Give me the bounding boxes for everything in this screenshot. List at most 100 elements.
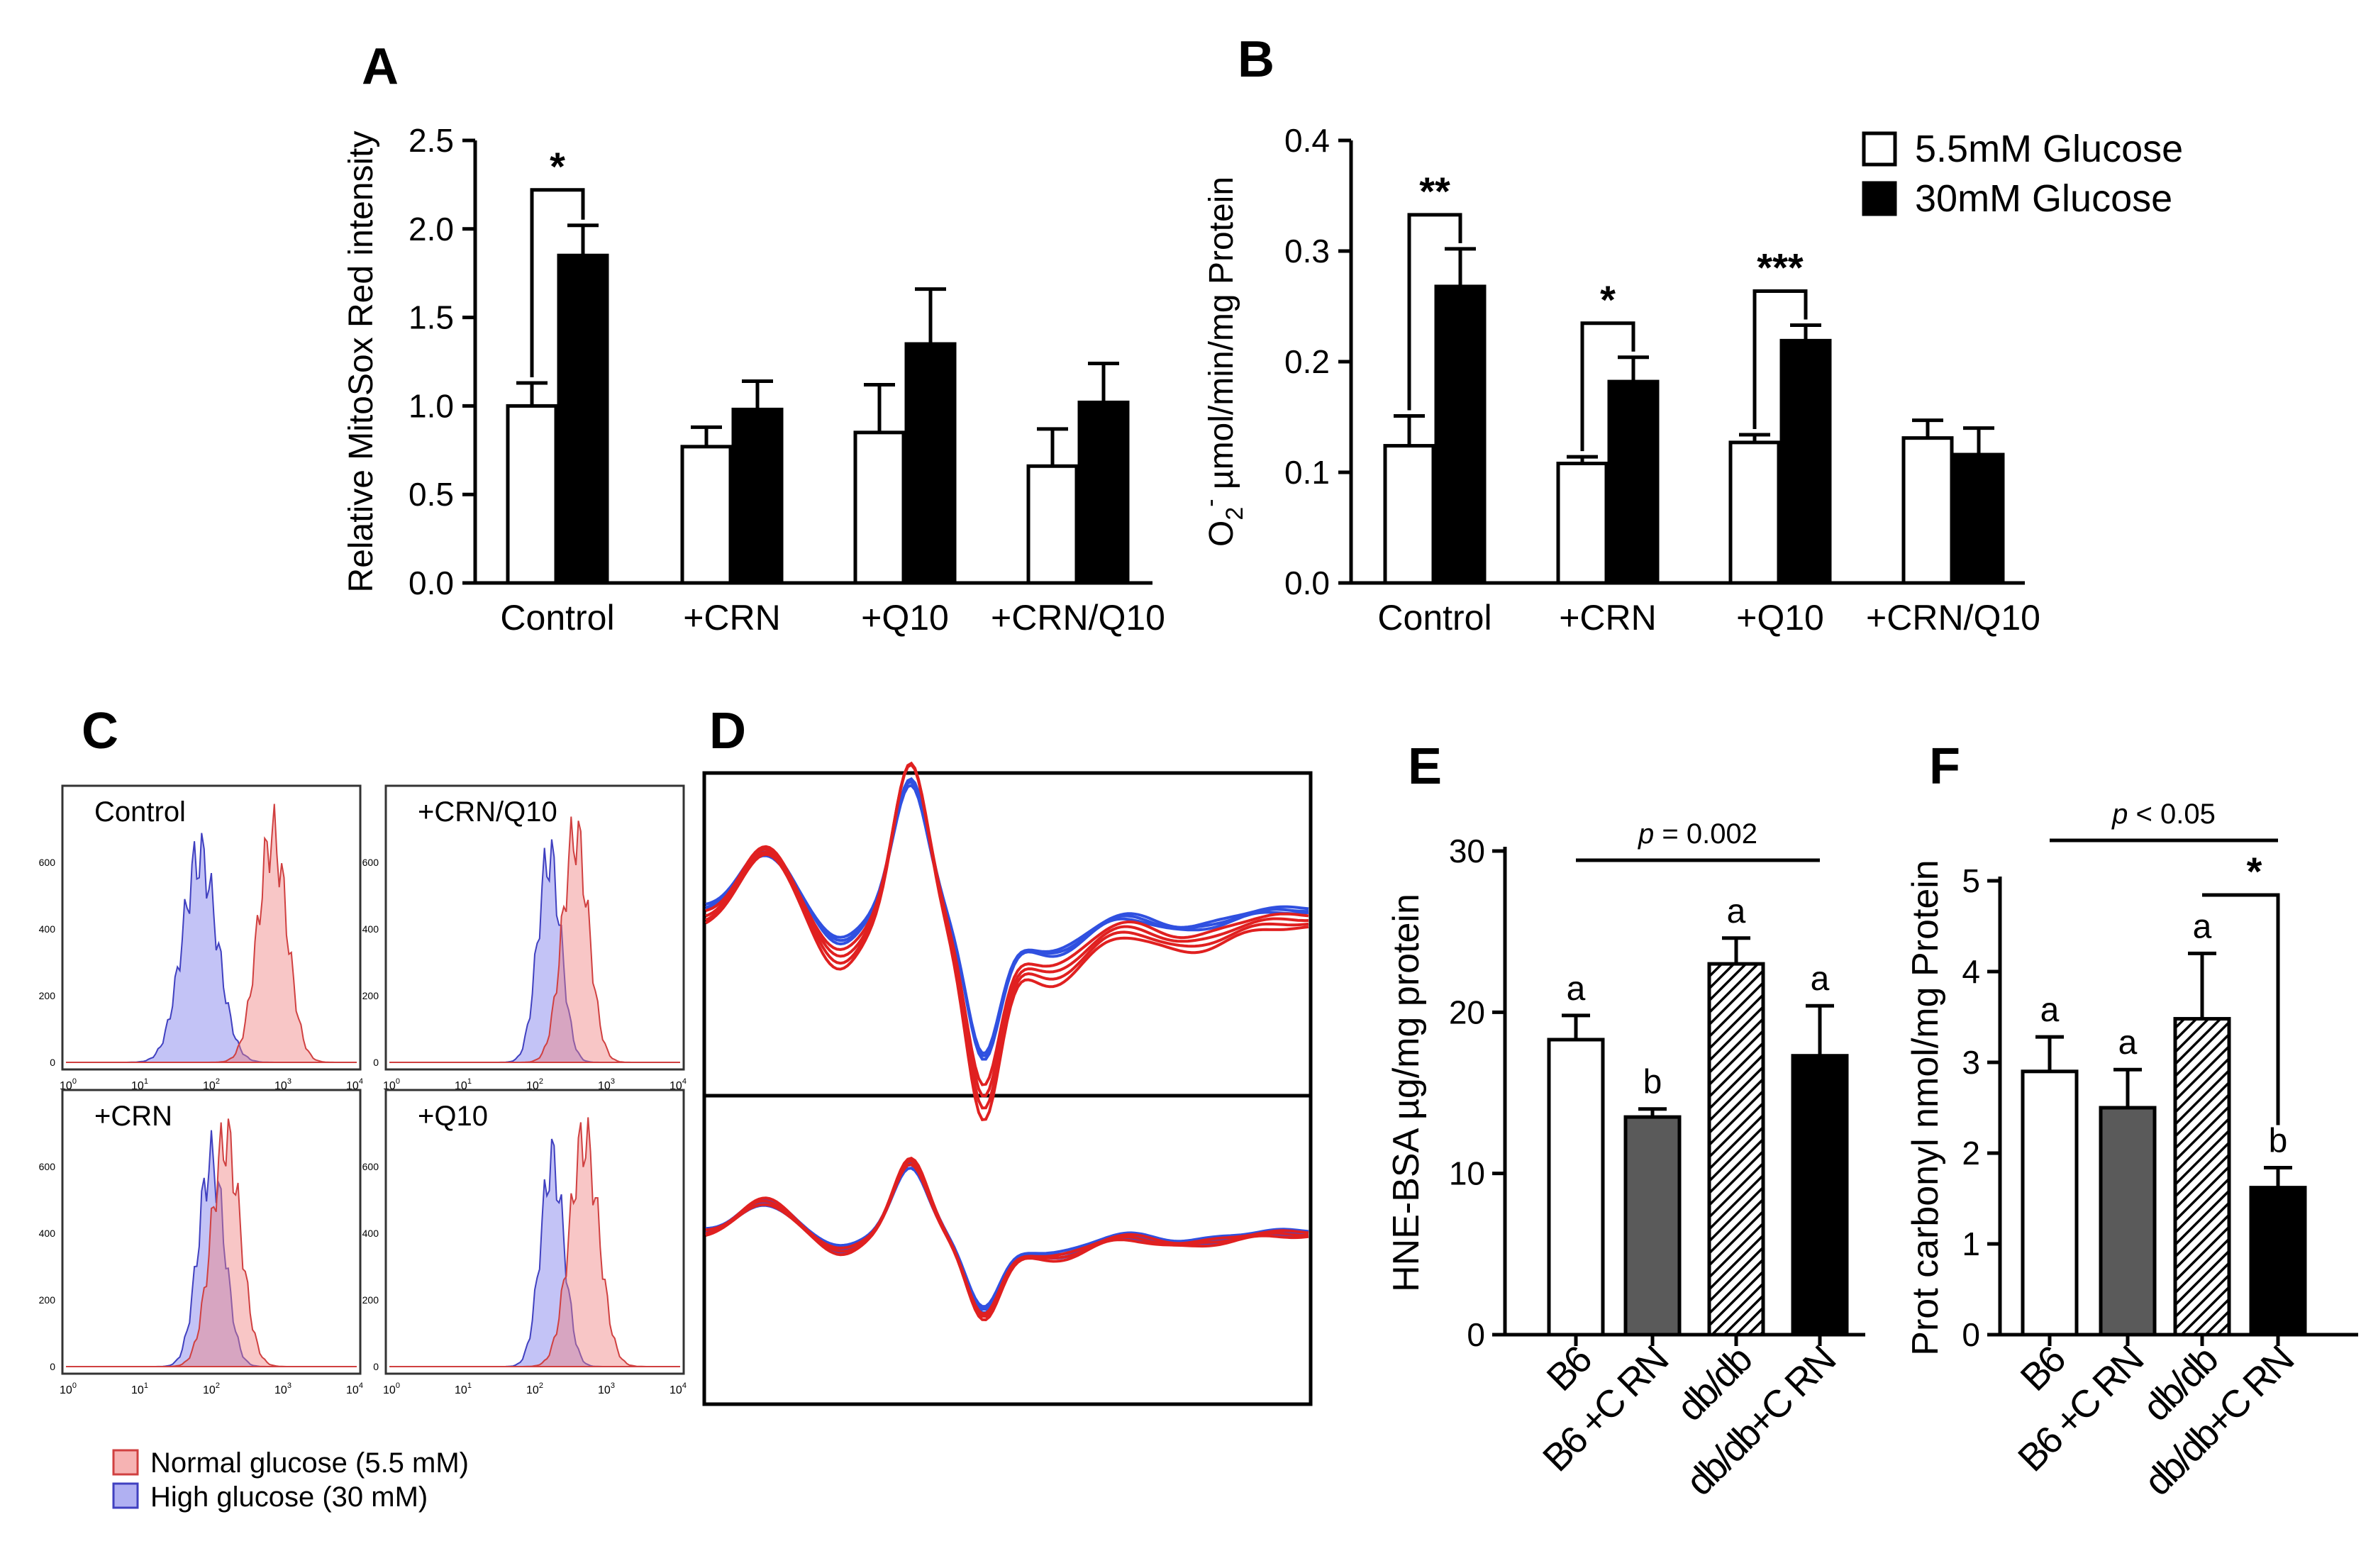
histogram-normal-glucose (389, 816, 680, 1063)
bar (1556, 462, 1609, 585)
legend-swatch-normal (1862, 131, 1897, 167)
histogram-normal-glucose (66, 804, 357, 1063)
group-letter: b (1643, 1064, 1662, 1101)
histogram-y-tick: 600 (39, 1161, 56, 1172)
y-tick-label: 20 (1449, 994, 1485, 1030)
x-tick-label: B6 (2013, 1338, 2074, 1399)
histogram-label: +Q10 (418, 1101, 488, 1132)
y-tick-label: 0.2 (1284, 343, 1330, 380)
bar (904, 342, 957, 585)
histogram-x-tick: 102 (526, 1381, 543, 1396)
histogram-y-tick: 400 (39, 1228, 56, 1239)
bar (1383, 444, 1435, 585)
legend-swatch-high (1862, 181, 1897, 216)
panel-d-spectra (702, 761, 1313, 1406)
legend-label-normal-glucose: Normal glucose (5.5 mM) (150, 1447, 469, 1479)
x-tick-label: Control (500, 598, 614, 638)
y-tick-label: 0.1 (1284, 454, 1330, 491)
x-tick-label: +Q10 (1736, 598, 1824, 638)
bar (1623, 1115, 1682, 1337)
y-tick-label: 1.5 (409, 299, 454, 336)
y-tick-label: 0 (1467, 1316, 1485, 1353)
bar (853, 430, 906, 585)
y-tick-label: 0.0 (409, 565, 454, 601)
histogram-y-tick: 0 (373, 1361, 379, 1372)
pvalue-label: p < 0.05 (2111, 799, 2216, 830)
y-tick-label: 4 (1962, 953, 1980, 990)
histogram-normal-glucose (389, 1117, 680, 1367)
histogram-x-tick: 100 (60, 1381, 77, 1396)
panel-label-c: C (82, 703, 118, 760)
bar (2173, 1017, 2231, 1337)
spectrum-trace (705, 1160, 1309, 1308)
bar (506, 404, 558, 585)
group-letter: a (2193, 908, 2212, 945)
panel-c-legend: Normal glucose (5.5 mM) High glucose (30… (112, 1447, 469, 1513)
y-tick-label: 2 (1962, 1135, 1980, 1172)
significance-bracket (1752, 289, 1808, 429)
significance-bracket (1407, 213, 1462, 411)
x-tick-label: +Q10 (861, 598, 949, 638)
significance-star: ** (1419, 169, 1450, 213)
significance-bracket (2202, 893, 2280, 1125)
histogram-y-tick: 200 (39, 1294, 56, 1306)
significance-star: *** (1757, 245, 1804, 290)
histogram-label: +CRN/Q10 (418, 796, 557, 828)
group-letter: a (2040, 991, 2060, 1029)
y-axis-label: HNE-BSA µg/mg protein (1386, 894, 1427, 1292)
y-tick-label: 2.5 (409, 122, 454, 159)
histogram-y-tick: 600 (362, 1161, 379, 1172)
y-tick-label: 0 (1962, 1316, 1980, 1353)
histogram-y-tick: 600 (362, 857, 379, 868)
histogram-y-tick: 0 (50, 1057, 55, 1068)
group-letter: a (1811, 960, 1830, 998)
histogram-label: Control (94, 796, 186, 828)
legend-glucose: 5.5mM Glucose 30mM Glucose (1862, 128, 2183, 220)
histogram-normal-glucose (66, 1118, 357, 1367)
y-axis-label: O2- µmol/min/mg Protein (1197, 177, 1248, 547)
histogram-x-tick: 101 (131, 1381, 148, 1396)
legend-label-normal: 5.5mM Glucose (1915, 128, 2183, 170)
x-tick-label: +CRN/Q10 (991, 598, 1165, 638)
histogram-y-tick: 400 (362, 1228, 379, 1239)
bar (557, 253, 609, 585)
y-tick-label: 5 (1962, 862, 1980, 899)
significance-star: * (1600, 277, 1616, 322)
group-letter: a (2118, 1024, 2138, 1062)
y-tick-label: 10 (1449, 1155, 1485, 1192)
bar (1779, 338, 1832, 585)
histogram-frame (384, 1089, 685, 1375)
histogram-y-tick: 0 (373, 1057, 379, 1068)
histogram-y-tick: 200 (362, 990, 379, 1001)
spectra-box-bottom (702, 1094, 1313, 1406)
significance-star: * (550, 144, 565, 189)
x-tick-label: +CRN/Q10 (1866, 598, 2040, 638)
bar (1901, 436, 1954, 585)
histogram-x-tick: 104 (346, 1381, 363, 1396)
spectrum-trace (704, 761, 1309, 1122)
bar (731, 407, 784, 585)
y-tick-label: 1 (1962, 1225, 1980, 1262)
histogram-y-tick: 200 (39, 990, 56, 1001)
y-tick-label: 3 (1962, 1044, 1980, 1081)
bar (2099, 1106, 2157, 1337)
y-tick-label: 0.3 (1284, 233, 1330, 269)
spectra-top-traces (704, 761, 1309, 1122)
panel-c-histograms: Control 0 200 400 600 100 101 102 103 104 +CRN/Q10… (39, 784, 687, 1396)
panel-label-d: D (709, 703, 746, 760)
bar (1791, 1054, 1849, 1337)
spectrum-trace (705, 784, 1309, 1061)
bar (680, 445, 733, 585)
legend-swatch-high-glucose (112, 1482, 139, 1509)
histogram-x-tick: 103 (274, 1381, 291, 1396)
legend-swatch-normal-glucose (112, 1449, 139, 1476)
y-tick-label: 0.0 (1284, 565, 1330, 601)
bar (2249, 1186, 2307, 1337)
x-tick-label: B6 (1539, 1338, 1600, 1399)
y-tick-label: 2.0 (409, 211, 454, 248)
pvalue-label: p = 0.002 (1638, 818, 1757, 850)
significance-star: * (2247, 849, 2262, 894)
histogram-frame (61, 784, 362, 1071)
